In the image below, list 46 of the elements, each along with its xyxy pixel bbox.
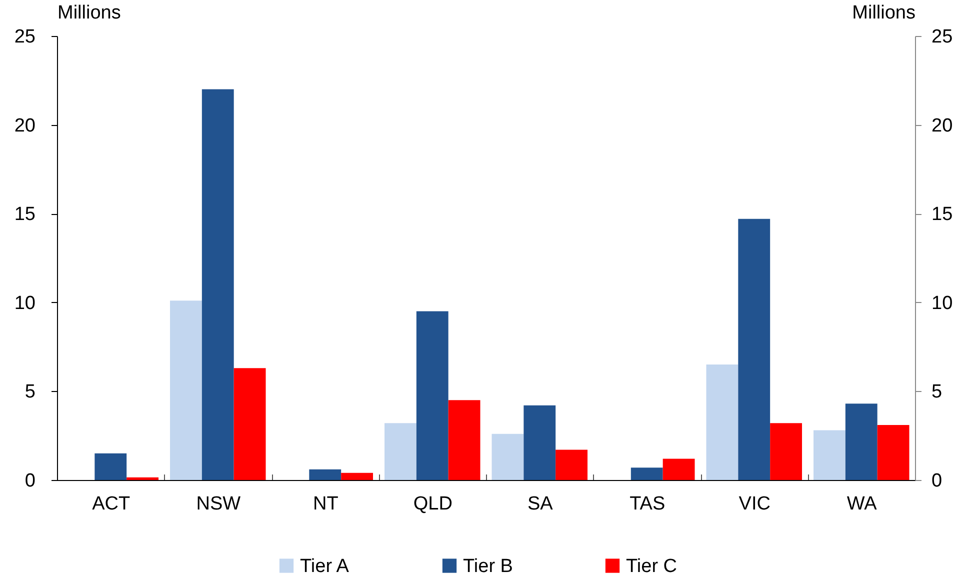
- bar: [94, 453, 127, 480]
- bar: [234, 368, 266, 480]
- y-tick-label: 10: [14, 292, 36, 314]
- bar: [813, 430, 846, 480]
- y2-tick-label: 5: [932, 382, 942, 403]
- bar: [556, 450, 588, 480]
- y-tick-label: 20: [14, 115, 36, 136]
- bar: [448, 400, 480, 480]
- y-tick-label: 0: [24, 470, 36, 492]
- x-tick-label: NT: [312, 494, 339, 514]
- x-tick-label: QLD: [413, 494, 452, 514]
- x-tick-label: ACT: [92, 494, 131, 514]
- bar: [384, 423, 416, 480]
- bar: [341, 472, 374, 480]
- bar: [309, 469, 342, 480]
- x-tick-label: TAS: [630, 494, 666, 514]
- bar: [738, 218, 770, 480]
- y2-axis-title: Millions: [852, 2, 916, 24]
- x-tick-label: WA: [846, 494, 878, 514]
- y2-tick-label: 20: [932, 115, 953, 136]
- bar: [706, 364, 738, 480]
- bar: [202, 89, 234, 480]
- bar: [630, 468, 663, 480]
- y2-tick-label: 25: [932, 26, 953, 48]
- y2-tick-label: 10: [932, 292, 953, 314]
- bar: [662, 458, 695, 480]
- legend-label: Tier B: [463, 556, 513, 577]
- y-axis-title: Millions: [58, 2, 121, 24]
- bar: [770, 423, 802, 480]
- y2-tick-label: 0: [932, 470, 942, 492]
- bar: [170, 300, 202, 480]
- bar: [877, 424, 910, 480]
- y-tick-label: 25: [14, 26, 36, 48]
- y-tick-label: 5: [24, 382, 36, 403]
- bar: [524, 405, 556, 480]
- bar: [126, 477, 159, 480]
- bar: [416, 311, 448, 480]
- legend-label: Tier C: [626, 556, 678, 577]
- y-tick-label: 15: [14, 204, 36, 226]
- bar: [492, 434, 524, 480]
- legend-label: Tier A: [300, 556, 350, 577]
- x-tick-label: SA: [527, 494, 554, 514]
- bar: [845, 404, 878, 480]
- x-tick-label: VIC: [738, 494, 770, 514]
- x-tick-label: NSW: [196, 494, 241, 514]
- y2-tick-label: 15: [932, 204, 953, 226]
